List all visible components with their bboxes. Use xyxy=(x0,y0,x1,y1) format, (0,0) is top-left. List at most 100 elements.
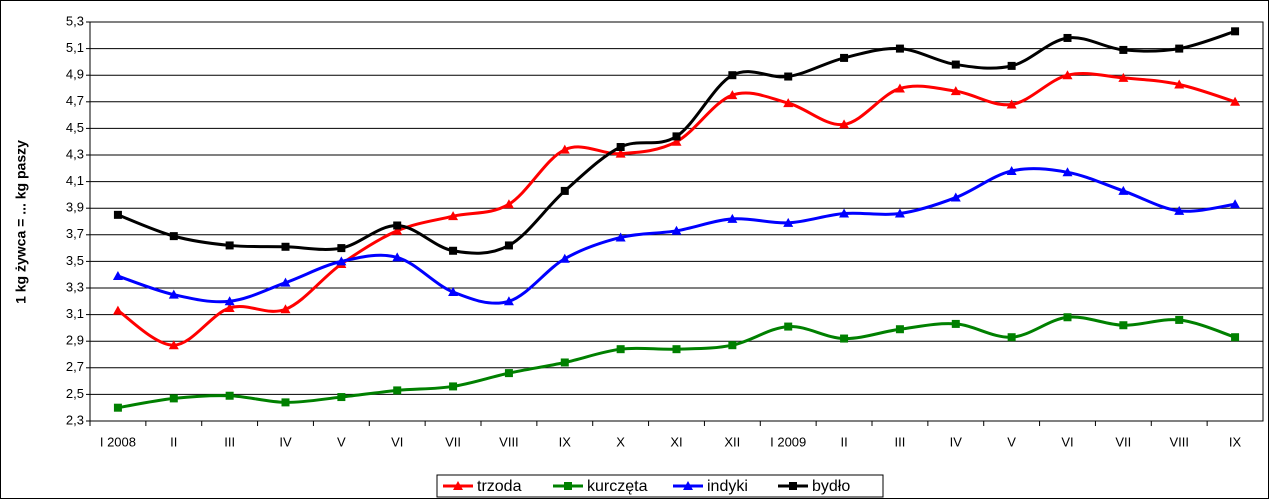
marker xyxy=(560,358,569,367)
marker xyxy=(895,44,904,53)
x-tick-label: I 2009 xyxy=(770,434,806,449)
marker xyxy=(224,302,235,312)
x-tick-label: IV xyxy=(950,434,963,449)
marker xyxy=(1174,79,1185,89)
y-axis-label: 1 kg żywca = ... kg paszy xyxy=(13,140,29,304)
marker xyxy=(1118,72,1129,82)
legend-label: kurczęta xyxy=(587,478,648,495)
marker xyxy=(449,382,458,391)
marker xyxy=(281,242,290,251)
x-tick-label: III xyxy=(224,434,235,449)
marker xyxy=(448,211,459,221)
x-tick-label: VII xyxy=(445,434,461,449)
marker xyxy=(560,186,569,195)
marker xyxy=(839,208,850,218)
x-tick-label: XI xyxy=(670,434,682,449)
x-tick-label: VI xyxy=(391,434,403,449)
x-tick-label: VIII xyxy=(499,434,519,449)
marker xyxy=(504,241,513,250)
marker xyxy=(789,482,797,490)
legend-item: trzoda xyxy=(443,478,522,495)
marker xyxy=(894,208,905,218)
marker xyxy=(783,217,794,227)
marker xyxy=(337,244,346,253)
y-tick-label: 2,7 xyxy=(66,359,84,374)
legend-label: trzoda xyxy=(477,478,522,495)
marker xyxy=(1119,321,1128,330)
marker xyxy=(672,132,681,141)
x-tick-label: IV xyxy=(279,434,292,449)
marker xyxy=(1062,70,1073,80)
marker xyxy=(1007,61,1016,70)
marker xyxy=(1118,185,1129,195)
marker xyxy=(1063,313,1072,322)
marker xyxy=(564,482,572,490)
x-tick-label: II xyxy=(840,434,847,449)
y-tick-label: 4,9 xyxy=(66,67,84,82)
plot-area xyxy=(89,21,1264,422)
marker xyxy=(894,83,905,93)
y-tick-label: 5,3 xyxy=(66,13,84,28)
marker xyxy=(336,256,347,266)
x-tick-label: VII xyxy=(1115,434,1131,449)
marker xyxy=(113,403,122,412)
marker xyxy=(112,305,123,315)
x-tick-label: XII xyxy=(724,434,740,449)
marker xyxy=(1230,199,1241,209)
legend-item: indyki xyxy=(673,478,748,495)
marker xyxy=(168,289,179,299)
marker xyxy=(169,232,178,241)
marker xyxy=(950,86,961,96)
marker xyxy=(1063,33,1072,42)
y-tick-label: 4,1 xyxy=(66,173,84,188)
marker xyxy=(392,225,403,235)
y-tick-label: 3,3 xyxy=(66,279,84,294)
marker xyxy=(448,286,459,296)
y-tick-label: 2,3 xyxy=(66,412,84,427)
y-tick-label: 4,7 xyxy=(66,93,84,108)
y-tick-label: 3,5 xyxy=(66,253,84,268)
y-tick-label: 2,9 xyxy=(66,333,84,348)
marker xyxy=(281,398,290,407)
x-tick-label: II xyxy=(170,434,177,449)
x-tick-label: V xyxy=(337,434,346,449)
marker xyxy=(950,192,961,202)
marker xyxy=(1231,27,1240,36)
marker xyxy=(672,345,681,354)
legend-label: bydło xyxy=(812,478,850,495)
marker xyxy=(225,241,234,250)
marker xyxy=(280,304,291,314)
marker xyxy=(951,319,960,328)
marker xyxy=(337,393,346,402)
marker xyxy=(113,210,122,219)
marker xyxy=(1175,44,1184,53)
marker xyxy=(616,345,625,354)
x-tick-label: V xyxy=(1007,434,1016,449)
marker xyxy=(392,252,403,262)
marker xyxy=(1007,333,1016,342)
marker xyxy=(1175,315,1184,324)
marker xyxy=(616,143,625,152)
y-tick-label: 4,5 xyxy=(66,120,84,135)
marker xyxy=(225,391,234,400)
x-tick-label: I 2008 xyxy=(100,434,136,449)
marker xyxy=(1062,167,1073,177)
legend-item: bydło xyxy=(778,478,850,495)
y-tick-label: 4,3 xyxy=(66,146,84,161)
marker xyxy=(727,213,738,223)
y-tick-label: 3,1 xyxy=(66,306,84,321)
marker xyxy=(784,322,793,331)
marker xyxy=(503,296,514,306)
marker xyxy=(671,225,682,235)
marker xyxy=(1230,96,1241,106)
legend-item: kurczęta xyxy=(553,478,648,495)
y-tick-label: 5,1 xyxy=(66,40,84,55)
y-tick-label: 2,5 xyxy=(66,386,84,401)
marker xyxy=(728,71,737,80)
marker xyxy=(224,296,235,306)
marker xyxy=(112,271,123,281)
marker xyxy=(1006,99,1017,109)
x-tick-label: VIII xyxy=(1169,434,1189,449)
x-tick-label: III xyxy=(895,434,906,449)
